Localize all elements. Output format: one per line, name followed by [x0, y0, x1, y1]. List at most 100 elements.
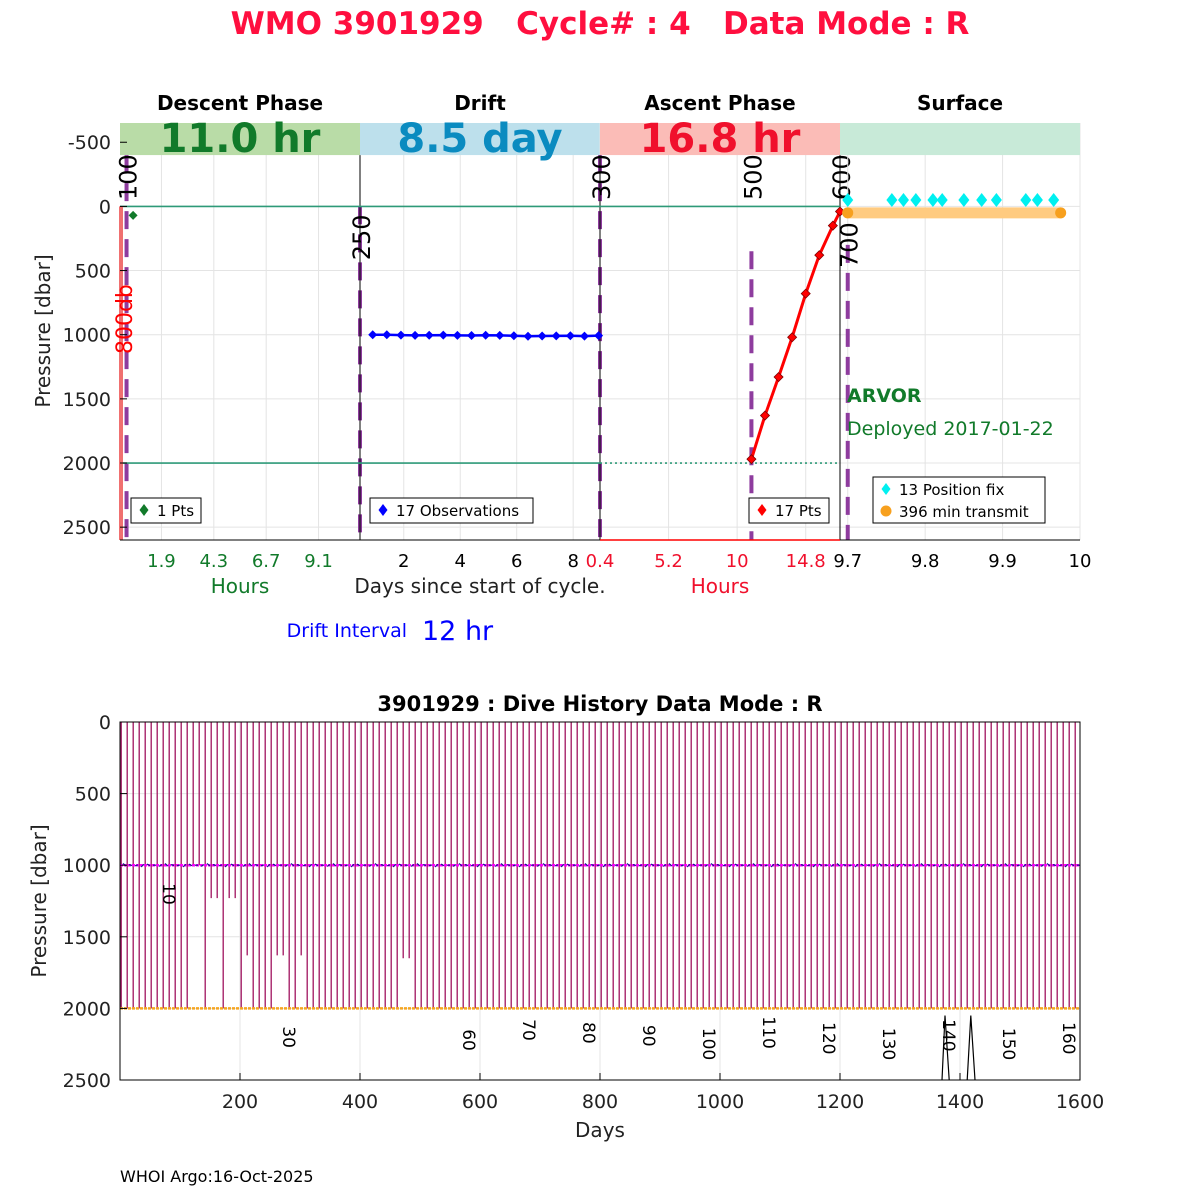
- x-tick-label: 9.7: [833, 551, 862, 572]
- drift-trace: [914, 864, 919, 867]
- legend-marker: [757, 504, 767, 516]
- drift-trace: [902, 863, 907, 867]
- legend-box: [872, 476, 1046, 524]
- ascent-series-line: [749, 210, 842, 460]
- drift-trace: [746, 864, 751, 867]
- descent-point: [128, 210, 138, 220]
- drift-trace: [500, 863, 505, 867]
- phase-marker-label: 300: [588, 154, 616, 200]
- drift-trace: [662, 864, 667, 867]
- y-tick-label: -500: [68, 132, 111, 154]
- gps-fix-point: [1048, 192, 1060, 207]
- drift-trace: [848, 864, 853, 867]
- cycle-number-label: 130: [878, 1028, 898, 1060]
- ascent-point: [800, 288, 811, 299]
- drift-point: [396, 330, 406, 340]
- drift-trace: [1022, 863, 1027, 868]
- legend-marker: [378, 504, 388, 516]
- y-tick-label: 2000: [63, 998, 111, 1020]
- drift-trace: [254, 864, 259, 867]
- drift-trace: [302, 864, 307, 867]
- trajectory-spike: [941, 1015, 950, 1081]
- cycle-number-label: 100: [698, 1028, 718, 1060]
- drift-trace: [470, 864, 475, 867]
- drift-trace: [458, 863, 463, 867]
- drift-trace: [182, 863, 187, 868]
- drift-trace: [368, 864, 373, 867]
- drift-trace: [836, 863, 841, 867]
- gps-fix-point: [976, 192, 988, 207]
- drift-trace: [920, 863, 925, 867]
- drift-trace: [620, 864, 625, 867]
- drift-trace: [398, 863, 403, 867]
- cycle-number-label: 80: [578, 1022, 598, 1044]
- cycle-number-label: 160: [1058, 1022, 1078, 1054]
- drift-point: [579, 331, 589, 341]
- drift-trace: [170, 864, 175, 867]
- drift-trace: [800, 864, 805, 867]
- drift-trace: [728, 863, 733, 868]
- phase-title: Drift: [454, 91, 506, 115]
- x-tick-label: 1600: [1056, 1091, 1104, 1113]
- drift-trace: [434, 863, 439, 868]
- drift-trace: [998, 864, 1003, 867]
- ascent-point: [759, 410, 771, 421]
- drift-trace: [590, 864, 595, 867]
- phase-marker-label: 600: [828, 154, 856, 200]
- drift-trace: [1004, 863, 1009, 867]
- drift-point: [594, 331, 604, 341]
- y-tick-label: 2500: [63, 1070, 111, 1092]
- drift-trace: [1058, 864, 1063, 867]
- phase-marker-label: 500: [739, 154, 767, 200]
- y-tick-label: 1500: [63, 927, 111, 949]
- drift-trace: [716, 864, 721, 867]
- cycle-number-label: 150: [998, 1028, 1018, 1060]
- drift-trace: [704, 864, 709, 867]
- drift-trace: [350, 863, 355, 868]
- drift-trace: [596, 864, 601, 867]
- phase-duration: 16.8 hr: [640, 116, 801, 162]
- drift-trace: [890, 864, 895, 867]
- drift-trace: [176, 864, 181, 867]
- drift-trace: [650, 863, 655, 867]
- drift-trace: [416, 863, 421, 867]
- ascent-point: [787, 332, 798, 343]
- drift-trace: [638, 864, 643, 867]
- drift-trace: [188, 863, 193, 867]
- y-tick-label: 1000: [63, 855, 111, 877]
- drift-trace: [440, 863, 445, 867]
- drift-trace: [134, 864, 139, 867]
- x-tick-label: 10: [726, 551, 749, 572]
- drift-trace: [224, 863, 229, 868]
- y-axis-label: Pressure [dbar]: [27, 824, 51, 977]
- drift-trace: [626, 863, 631, 867]
- drift-trace: [758, 864, 763, 867]
- drift-trace: [1040, 864, 1045, 867]
- drift-trace: [938, 863, 943, 868]
- drift-trace: [680, 864, 685, 867]
- cycle-number-label: 140: [938, 1019, 958, 1051]
- phase-marker-label: 100: [115, 154, 143, 200]
- drift-trace: [878, 863, 883, 867]
- drift-trace: [266, 863, 271, 868]
- cycle-number-label: 110: [758, 1016, 778, 1048]
- max-pressure-bar: [119, 206, 123, 540]
- drift-trace: [230, 863, 235, 867]
- cycle-number-label: 70: [518, 1019, 538, 1041]
- drift-trace: [494, 864, 499, 867]
- x-tick-label: 8: [567, 551, 578, 572]
- drift-trace: [1046, 863, 1051, 867]
- y-tick-label: 2000: [63, 453, 111, 475]
- drift-trace: [722, 864, 727, 867]
- drift-trace: [584, 863, 589, 867]
- main-title: WMO 3901929 Cycle# : 4 Data Mode : R: [231, 6, 970, 42]
- drift-point: [410, 330, 420, 340]
- phase-band: [600, 123, 840, 156]
- phase-title: Surface: [917, 91, 1003, 115]
- drift-trace: [158, 864, 163, 867]
- drift-trace: [734, 863, 739, 867]
- x-tick-label: 9.9: [988, 551, 1017, 572]
- phase-marker-label: 250: [348, 214, 376, 260]
- x-tick-label: 5.2: [654, 551, 683, 572]
- drift-point: [495, 330, 505, 340]
